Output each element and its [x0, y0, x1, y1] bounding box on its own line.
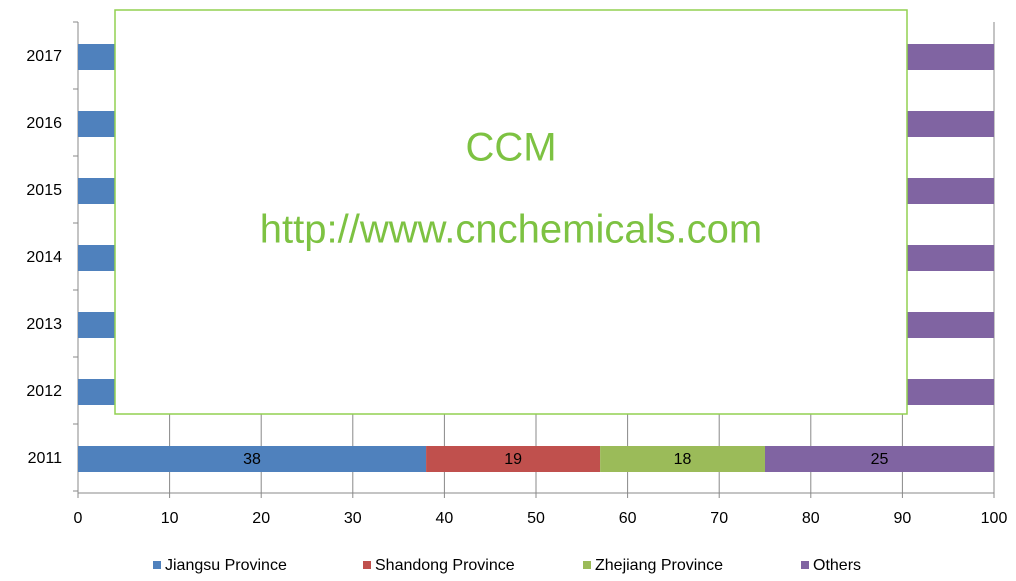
y-tick-label: 2017	[26, 48, 62, 65]
occluded-bar-edge	[907, 178, 994, 204]
data-label: 25	[871, 451, 889, 468]
occluded-bar-edge	[907, 111, 994, 137]
bar-segment	[78, 446, 427, 472]
legend-label: Others	[813, 557, 861, 574]
legend-swatch	[583, 561, 591, 569]
legend-label: Shandong Province	[375, 557, 515, 574]
y-tick-label: 2011	[28, 450, 63, 467]
y-tick-label: 2013	[26, 316, 62, 333]
legend-label: Zhejiang Province	[595, 557, 723, 574]
x-tick-label: 70	[710, 510, 728, 527]
watermark-text: CCM	[465, 126, 556, 170]
bar-segment	[600, 446, 765, 472]
y-tick-label: 2012	[26, 383, 62, 400]
x-tick-label: 0	[74, 510, 83, 527]
occluded-bar-edge	[907, 44, 994, 70]
x-tick-label: 20	[252, 510, 270, 527]
occluded-bar-edge	[78, 312, 115, 338]
occluded-bar-edge	[78, 245, 115, 271]
occluded-bar-edge	[78, 111, 115, 137]
occluded-bar-edge	[78, 178, 115, 204]
occluded-bar-edge	[907, 312, 994, 338]
x-tick-label: 30	[344, 510, 362, 527]
x-tick-label: 50	[527, 510, 545, 527]
occluded-bar-edge	[907, 379, 994, 405]
legend-swatch	[801, 561, 809, 569]
x-tick-label: 90	[894, 510, 912, 527]
x-tick-label: 100	[981, 510, 1008, 527]
data-label: 19	[504, 451, 522, 468]
occluded-bar-edge	[78, 379, 115, 405]
legend-label: Jiangsu Province	[165, 557, 287, 574]
x-tick-label: 10	[161, 510, 179, 527]
watermark-text: http://www.cnchemicals.com	[260, 208, 762, 252]
x-tick-label: 40	[436, 510, 454, 527]
legend-swatch	[153, 561, 161, 569]
legend-swatch	[363, 561, 371, 569]
x-tick-label: 80	[802, 510, 820, 527]
watermark-box	[114, 9, 908, 415]
y-tick-label: 2015	[26, 182, 62, 199]
y-tick-label: 2016	[26, 115, 62, 132]
bar-segment	[765, 446, 994, 472]
bar-segment	[426, 446, 601, 472]
occluded-bar-edge	[907, 245, 994, 271]
occluded-bar-edge	[78, 44, 115, 70]
x-tick-label: 60	[619, 510, 637, 527]
data-label: 18	[674, 451, 692, 468]
data-label: 38	[243, 451, 261, 468]
y-tick-label: 2014	[26, 249, 62, 266]
